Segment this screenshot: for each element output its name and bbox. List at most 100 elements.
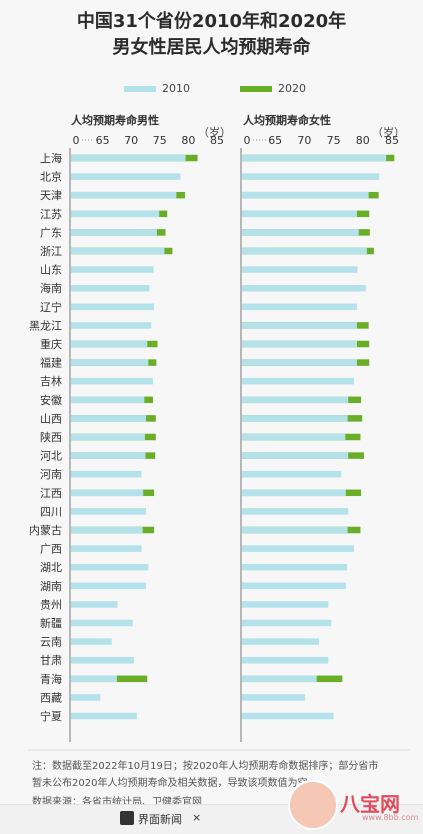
bar-0-2010-30 bbox=[71, 712, 137, 720]
bar-0-2010-8 bbox=[71, 303, 155, 311]
bar-1-2010-18 bbox=[242, 489, 346, 497]
bar-1-2010-11 bbox=[242, 359, 357, 366]
bar-0-2010-14 bbox=[71, 415, 147, 422]
bar-0-2010-28 bbox=[71, 675, 117, 683]
category-label-19: 四川 bbox=[40, 505, 62, 518]
category-label-13: 安徽 bbox=[40, 393, 62, 407]
unit-label-female: （岁） bbox=[372, 126, 405, 139]
bar-1-2010-17 bbox=[242, 470, 342, 478]
bar-1-2010-0 bbox=[242, 154, 387, 162]
category-label-7: 海南 bbox=[40, 281, 62, 295]
bar-1-2010-1 bbox=[242, 173, 380, 180]
category-label-29: 西藏 bbox=[40, 691, 62, 704]
bar-0-2010-9 bbox=[71, 322, 152, 329]
legend-2020: 2020 bbox=[240, 82, 306, 95]
bar-1-2010-16 bbox=[242, 452, 349, 459]
bar-1-2010-30 bbox=[242, 712, 334, 720]
bar-1-2010-9 bbox=[242, 322, 357, 329]
bar-0-2010-5 bbox=[71, 247, 165, 255]
category-label-23: 湖南 bbox=[40, 580, 62, 593]
category-label-17: 河南 bbox=[40, 468, 62, 481]
bar-0-2010-27 bbox=[71, 656, 135, 664]
category-label-2: 天津 bbox=[40, 189, 62, 202]
bar-0-2010-21 bbox=[71, 545, 142, 552]
bar-0-2010-6 bbox=[71, 266, 154, 273]
bar-0-2010-4 bbox=[71, 229, 157, 236]
bar-0-2010-0 bbox=[71, 154, 186, 162]
bar-0-2010-20 bbox=[71, 526, 143, 534]
legend-label-2020: 2020 bbox=[278, 82, 306, 95]
bar-0-2010-19 bbox=[71, 508, 147, 515]
bar-0-2010-22 bbox=[71, 563, 149, 571]
category-label-15: 陕西 bbox=[40, 430, 62, 444]
unit-label-male: （岁） bbox=[198, 126, 231, 139]
bar-0-2010-23 bbox=[71, 582, 147, 590]
bar-1-2010-8 bbox=[242, 303, 357, 311]
category-label-27: 甘肃 bbox=[40, 654, 62, 667]
bar-0-2010-1 bbox=[71, 173, 181, 180]
bar-1-2010-22 bbox=[242, 563, 348, 571]
badge-url: www.8bb.com bbox=[362, 813, 419, 822]
panel-1-tick-5: 85 bbox=[385, 134, 399, 147]
bar-1-2010-24 bbox=[242, 601, 329, 608]
bar-1-2010-7 bbox=[242, 284, 366, 292]
category-label-18: 江西 bbox=[40, 487, 62, 500]
category-label-10: 重庆 bbox=[40, 337, 62, 351]
bar-0-2010-12 bbox=[71, 377, 153, 385]
panel-1-tick-3: 75 bbox=[327, 134, 341, 147]
panel-label-female: 人均预期寿命女性 bbox=[243, 114, 331, 127]
category-label-1: 北京 bbox=[40, 170, 62, 184]
bar-1-2010-6 bbox=[242, 266, 358, 273]
legend-label-2010: 2010 bbox=[162, 82, 190, 95]
bar-1-2010-4 bbox=[242, 229, 359, 236]
bar-0-2010-24 bbox=[71, 601, 118, 608]
panel-0-tick-4: 80 bbox=[181, 134, 195, 147]
category-label-6: 山东 bbox=[40, 264, 62, 277]
panel-0-tick-3: 75 bbox=[153, 134, 167, 147]
category-label-5: 浙江 bbox=[40, 245, 62, 258]
footer-source: 数据来源：各省市统计局、卫健委官网 bbox=[32, 797, 202, 808]
bar-0-2010-7 bbox=[71, 284, 150, 292]
bar-0-2010-25 bbox=[71, 619, 133, 627]
category-label-14: 山西 bbox=[40, 412, 62, 425]
brand-separator: × bbox=[192, 811, 202, 824]
category-label-9: 黑龙江 bbox=[29, 319, 62, 332]
bar-0-2010-2 bbox=[71, 191, 177, 199]
bar-0-2010-17 bbox=[71, 470, 142, 478]
panel-0-tick-0: 0 bbox=[73, 134, 80, 147]
bar-1-2010-19 bbox=[242, 508, 349, 515]
category-label-0: 上海 bbox=[40, 151, 62, 165]
bar-0-2010-18 bbox=[71, 489, 144, 497]
bar-1-2010-14 bbox=[242, 415, 348, 422]
bar-1-2010-10 bbox=[242, 340, 357, 348]
brand-name: 界面新闻 bbox=[138, 813, 182, 826]
category-label-26: 云南 bbox=[40, 636, 62, 649]
bar-1-2010-13 bbox=[242, 396, 349, 404]
panel-0-tick-1: 65 bbox=[96, 134, 110, 147]
footer-note-line2: 暂未公布2020年人均预期寿命及相关数据，导致该项数值为空 bbox=[32, 778, 308, 789]
bar-1-2010-25 bbox=[242, 619, 332, 627]
panel-0-tick-5: 85 bbox=[210, 134, 224, 147]
bar-1-2010-12 bbox=[242, 377, 355, 385]
legend-swatch-2020 bbox=[240, 85, 272, 92]
badge-face-icon bbox=[288, 780, 338, 830]
category-label-28: 青海 bbox=[40, 672, 62, 686]
bar-0-2010-13 bbox=[71, 396, 145, 404]
bar-1-2010-27 bbox=[242, 656, 329, 664]
footer-note-line1: 注：数据截至2022年10月19日；按2020年人均预期寿命数据排序；部分省市 bbox=[32, 761, 379, 772]
panel-1-tick-2: 70 bbox=[297, 134, 311, 147]
bar-0-2010-26 bbox=[71, 638, 112, 645]
legend-swatch-2010 bbox=[124, 85, 156, 92]
badge-text: 八宝网 bbox=[340, 792, 400, 816]
footer-bar bbox=[0, 804, 423, 834]
category-label-25: 新疆 bbox=[40, 616, 62, 630]
category-label-4: 广东 bbox=[40, 226, 62, 239]
bar-0-2010-15 bbox=[71, 433, 145, 441]
category-label-24: 贵州 bbox=[40, 598, 62, 611]
chart-title-line1: 中国31个省份2010年和2020年 bbox=[76, 11, 347, 32]
category-label-30: 宁夏 bbox=[40, 709, 62, 723]
category-label-3: 江苏 bbox=[40, 208, 62, 221]
category-label-20: 内蒙古 bbox=[29, 523, 62, 537]
category-label-12: 吉林 bbox=[40, 374, 62, 388]
